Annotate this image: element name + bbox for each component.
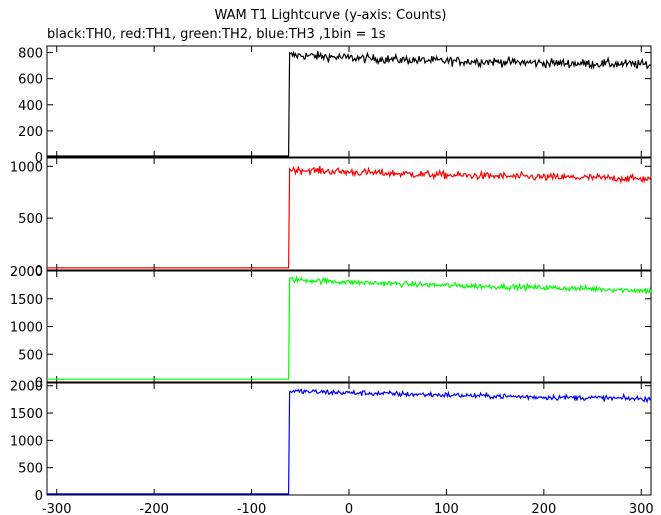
panel-th0: 0 200 400 600 800 xyxy=(18,45,652,166)
y-tick-label: 1000 xyxy=(10,321,43,336)
y-tick-label: 0 xyxy=(35,376,43,391)
panel-frame xyxy=(46,157,652,271)
chart-title: WAM T1 Lightcurve (y-axis: Counts) xyxy=(214,8,447,23)
x-tick-label: -200 xyxy=(139,502,169,515)
y-tick-label: 2000 xyxy=(10,265,43,280)
series-line-th1 xyxy=(47,165,652,269)
y-tick-label: 200 xyxy=(18,125,43,140)
y-tick-label: 2000 xyxy=(10,380,43,395)
y-tick-label: 800 xyxy=(18,47,43,62)
y-tick-label: 500 xyxy=(18,462,43,477)
y-tick-label: 1000 xyxy=(10,434,43,449)
y-tick-label: 600 xyxy=(18,73,43,88)
x-tick-label: 200 xyxy=(531,502,556,515)
panel-frame xyxy=(46,382,652,496)
y-tick-label: 500 xyxy=(18,348,43,363)
x-tick-label: -100 xyxy=(237,502,267,515)
y-tick-label: 1500 xyxy=(10,293,43,308)
x-tick-label: 100 xyxy=(434,502,459,515)
y-tick-label: 400 xyxy=(18,99,43,114)
y-tick-label: 500 xyxy=(18,212,43,227)
panel-th3: 0 500 1000 1500 2000 xyxy=(10,380,652,504)
x-tick-label: 0 xyxy=(345,502,353,515)
panel-th2: 0 500 1000 1500 2000 xyxy=(10,265,652,391)
series-line-th2 xyxy=(47,275,652,380)
chart-subtitle: black:TH0, red:TH1, green:TH2, blue:TH3 … xyxy=(47,27,386,42)
y-tick-label: 0 xyxy=(35,151,43,166)
series-line-th3 xyxy=(47,388,652,495)
x-tick-label: 300 xyxy=(629,502,654,515)
series-line-th0 xyxy=(47,50,652,157)
panel-frame xyxy=(46,270,652,383)
y-tick-label: 0 xyxy=(35,489,43,504)
y-tick-label: 1000 xyxy=(10,160,43,175)
x-tick-label: -300 xyxy=(42,502,72,515)
y-tick-label: 0 xyxy=(35,264,43,279)
y-tick-label: 1500 xyxy=(10,407,43,422)
panel-th1: 0 500 1000 xyxy=(10,157,652,279)
